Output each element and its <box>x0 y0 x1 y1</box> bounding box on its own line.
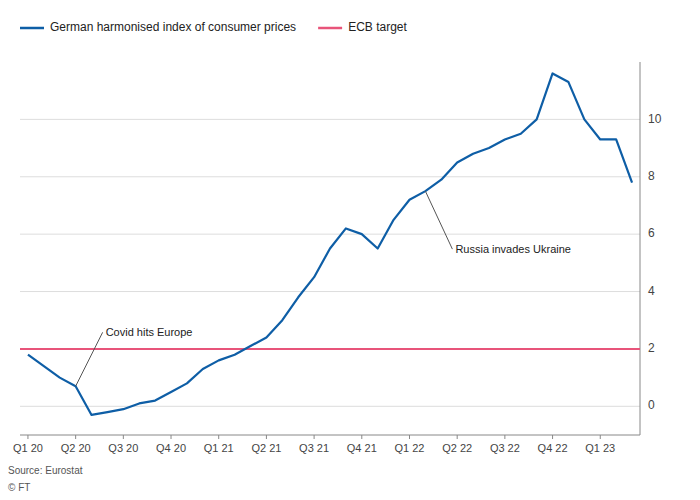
x-tick-label: Q2 22 <box>442 442 472 454</box>
y-tick-label: 2 <box>648 341 655 355</box>
y-tick-label: 0 <box>648 398 655 412</box>
chart: 0 2 4 6 8 10 Q1 20 Q2 20 Q3 20 Q4 20 Q1 21 Q2 21 Q3 … <box>0 0 700 500</box>
annotation: Russia invades Ukraine <box>455 243 571 255</box>
x-tick <box>27 435 28 439</box>
source: Source: Eurostat <box>8 465 83 476</box>
y-tick-label: 8 <box>648 169 655 183</box>
footnote: © FT <box>8 482 30 493</box>
x-tick <box>504 435 505 439</box>
plot-area <box>20 73 640 414</box>
grid-line <box>20 119 640 120</box>
x-tick-label: Q1 20 <box>13 442 43 454</box>
y-tick-label: 4 <box>648 284 655 298</box>
legend-label: ECB target <box>348 20 407 34</box>
x-tick <box>457 435 458 439</box>
legend-label: German harmonised index of consumer pric… <box>50 20 296 34</box>
annotation-connector <box>425 191 452 249</box>
x-tick <box>75 435 76 439</box>
grid <box>20 119 640 406</box>
x-tick <box>600 435 601 439</box>
annotation: Covid hits Europe <box>106 326 193 338</box>
x-tick <box>361 435 362 439</box>
x-tick <box>218 435 219 439</box>
x-tick <box>171 435 172 439</box>
x-tick <box>314 435 315 439</box>
x-tick-label: Q1 21 <box>204 442 234 454</box>
x-tick-label: Q3 22 <box>490 442 520 454</box>
y-tick-label: 6 <box>648 226 655 240</box>
target-line <box>20 348 640 350</box>
x-tick-label: Q3 20 <box>108 442 138 454</box>
x-tick-label: Q2 20 <box>61 442 91 454</box>
series-line <box>28 73 632 414</box>
grid-line <box>20 234 640 235</box>
x-tick <box>409 435 410 439</box>
x-tick-label: Q4 21 <box>347 442 377 454</box>
legend-swatch <box>20 27 44 30</box>
x-tick-label: Q4 22 <box>538 442 568 454</box>
x-tick <box>266 435 267 439</box>
grid-line <box>20 176 640 177</box>
x-tick-label: Q4 20 <box>156 442 186 454</box>
x-tick-label: Q2 21 <box>251 442 281 454</box>
x-axis-line <box>20 435 640 436</box>
x-tick <box>123 435 124 439</box>
annotation-connector <box>76 332 103 386</box>
y-axis-line <box>640 62 641 435</box>
x-tick <box>552 435 553 439</box>
legend-swatch <box>318 27 342 30</box>
grid-line <box>20 348 640 349</box>
grid-line <box>20 291 640 292</box>
x-tick-label: Q3 21 <box>299 442 329 454</box>
legend: German harmonised index of consumer pric… <box>20 20 407 34</box>
y-tick-label: 10 <box>648 112 662 126</box>
x-tick-label: Q1 22 <box>395 442 425 454</box>
grid-line <box>20 406 640 407</box>
x-tick-label: Q1 23 <box>585 442 615 454</box>
